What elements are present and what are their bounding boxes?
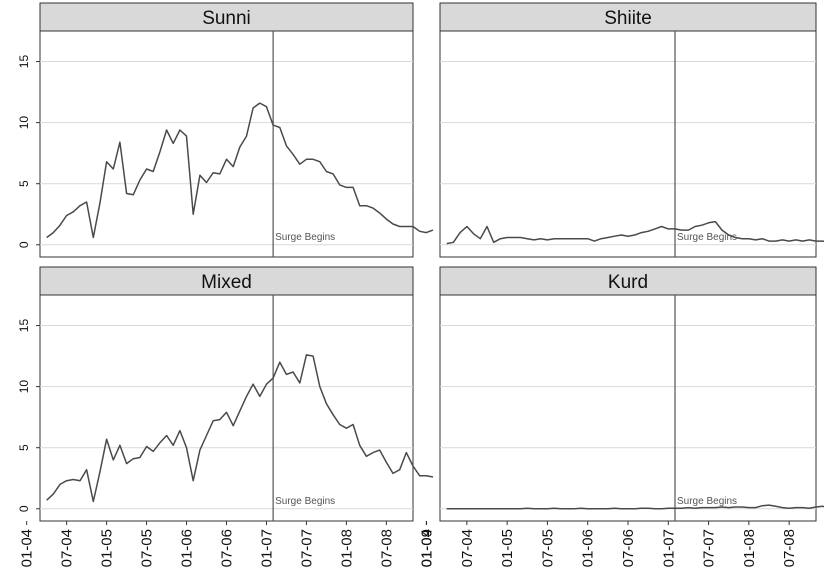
series-line-kurd <box>446 504 824 510</box>
x-tick-label: 01-05 <box>499 529 516 567</box>
x-tick-label: 07-07 <box>701 529 718 567</box>
panel-strip <box>39 266 414 296</box>
y-tick-label: 10 <box>17 116 31 130</box>
x-tick-label: 01-04 <box>419 529 436 567</box>
panel-sunni: Sunni Surge Begins 0 5 10 15 <box>17 2 434 258</box>
x-tick-label: 07-06 <box>620 529 637 567</box>
x-tick-label: 01-09 <box>821 529 824 567</box>
panel-strip <box>439 266 817 296</box>
panel-strip <box>39 2 414 32</box>
x-tick-label: 01-07 <box>660 529 677 567</box>
surge-label: Surge Begins <box>275 232 335 243</box>
x-tick-label: 01-07 <box>258 529 275 567</box>
y-tick-label: 5 <box>17 444 31 451</box>
panel-title: Kurd <box>608 272 648 293</box>
plot-area <box>39 294 414 522</box>
x-tick-label: 07-07 <box>298 529 315 567</box>
plot-area <box>439 30 817 258</box>
x-tick-label: 07-06 <box>219 529 236 567</box>
x-tick-label: 01-08 <box>741 529 758 567</box>
panel-mixed: Mixed Surge Begins 0 5 10 15 01-04 07-04 01-05 07… <box>17 266 435 567</box>
plot-area <box>39 30 414 258</box>
panel-title: Mixed <box>201 272 252 293</box>
x-tick-label: 01-06 <box>179 529 196 567</box>
y-tick-label: 10 <box>17 380 31 394</box>
x-tick-label: 07-08 <box>781 529 798 567</box>
surge-label: Surge Begins <box>677 496 737 507</box>
panel-title: Shiite <box>604 8 652 29</box>
series-line-shiite <box>446 220 824 245</box>
surge-label: Surge Begins <box>275 496 335 507</box>
x-tick-label: 01-06 <box>580 529 597 567</box>
surge-label: Surge Begins <box>677 232 737 243</box>
x-tick-label: 07-05 <box>539 529 556 567</box>
plot-area <box>439 294 817 522</box>
x-tick-label: 01-08 <box>338 529 355 567</box>
x-tick-label: 07-08 <box>378 529 395 567</box>
x-tick-label: 01-05 <box>99 529 116 567</box>
x-tick-label: 07-05 <box>139 529 156 567</box>
y-tick-label: 0 <box>17 241 31 248</box>
x-tick-label: 07-04 <box>459 529 476 567</box>
series-line-mixed <box>46 354 434 503</box>
y-tick-label: 0 <box>17 505 31 512</box>
panel-shiite: Shiite Surge Begins <box>439 2 824 258</box>
y-tick-label: 15 <box>17 319 31 333</box>
y-tick-label: 15 <box>17 55 31 69</box>
series-line-sunni <box>46 102 434 239</box>
x-tick-label: 01-04 <box>19 529 36 567</box>
x-tick-label: 01-09 <box>418 529 435 567</box>
panel-title: Sunni <box>202 8 251 29</box>
y-tick-label: 5 <box>17 180 31 187</box>
x-tick-label: 07-04 <box>59 529 76 567</box>
panel-kurd: Kurd Surge Begins 01-04 07-04 01-05 07-05 01-0… <box>419 266 824 567</box>
